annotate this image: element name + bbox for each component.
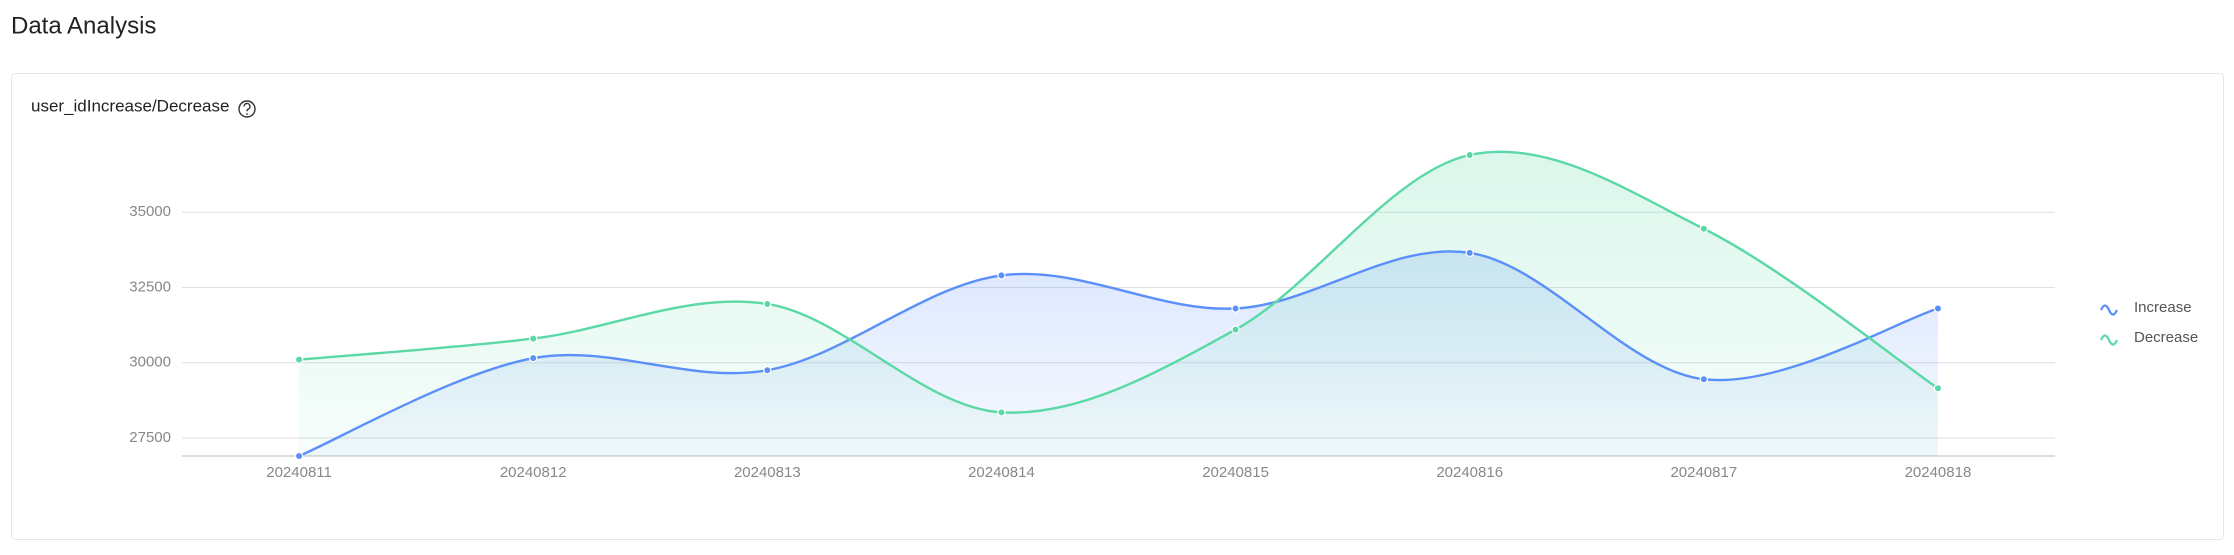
x-tick-label: 20240817 [1670, 464, 1737, 481]
point [997, 271, 1006, 280]
legend-label: Increase [2134, 299, 2192, 316]
legend-icon [2099, 334, 2119, 346]
y-tick-label: 27500 [129, 429, 171, 446]
legend-label: Decrease [2134, 329, 2198, 346]
point [294, 451, 304, 461]
point [1465, 248, 1474, 258]
point [1933, 304, 1943, 313]
x-tick-label: 20240813 [734, 464, 801, 481]
y-tick-label: 35000 [129, 203, 171, 220]
line [298, 150, 1939, 414]
area [299, 151, 1938, 456]
point [528, 353, 538, 363]
point [294, 355, 304, 364]
point [528, 334, 538, 343]
x-tick-label: 20240812 [500, 464, 567, 481]
point [1699, 375, 1709, 384]
legend-item[interactable]: Decrease [2099, 329, 2198, 346]
x-tick-label: 20240816 [1436, 464, 1503, 481]
legend-item[interactable]: Increase [2099, 299, 2192, 316]
point [1933, 384, 1943, 393]
point [1699, 224, 1709, 233]
point [1465, 150, 1474, 160]
x-tick-label: 20240815 [1202, 464, 1269, 481]
line [298, 250, 1939, 458]
y-tick-label: 30000 [129, 354, 171, 371]
point [763, 299, 772, 309]
point [997, 408, 1006, 417]
legend-icon [2099, 304, 2119, 316]
point [763, 366, 772, 375]
y-tick-label: 32500 [129, 278, 171, 295]
x-tick-label: 20240814 [968, 464, 1035, 481]
point [1231, 304, 1240, 313]
help-icon[interactable] [238, 100, 256, 118]
chart-title: user_idIncrease/Decrease [31, 96, 229, 115]
x-tick-label: 20240818 [1905, 464, 1972, 481]
x-tick-label: 20240811 [266, 464, 332, 481]
point [1231, 325, 1240, 334]
page-title: Data Analysis [11, 12, 156, 39]
